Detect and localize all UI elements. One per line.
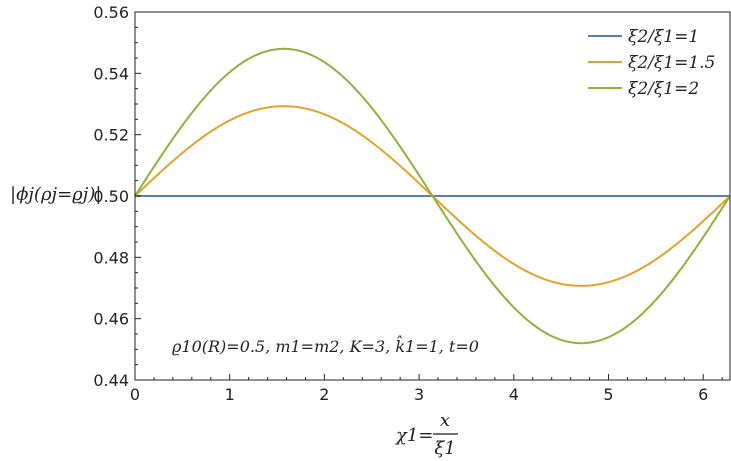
y-tick-label: 0.52 <box>93 126 129 145</box>
y-tick-label: 0.48 <box>93 248 129 267</box>
x-axis-label: χ1= x ξ1 <box>394 410 458 459</box>
x-axis-label-lhs: χ1= <box>394 425 433 446</box>
y-tick-label: 0.44 <box>93 371 129 390</box>
x-axis-label-numerator: x <box>440 410 450 431</box>
x-tick-label: 6 <box>698 385 708 404</box>
y-tick-label: 0.46 <box>93 310 129 329</box>
series-lines <box>134 47 731 345</box>
x-tick-label: 5 <box>603 385 613 404</box>
y-tick-label: 0.50 <box>93 187 129 206</box>
chart-annotation: ϱ10(R)=0.5, m1=m2, K=3, k̂1=1, t=0 <box>172 336 479 356</box>
legend-label-series-3: ξ2/ξ1=2 <box>628 79 699 99</box>
legend-label-series-2: ξ2/ξ1=1.5 <box>628 53 715 73</box>
x-tick-label: 1 <box>225 385 235 404</box>
x-tick-label: 4 <box>509 385 519 404</box>
x-axis: 0 1 2 3 4 5 6 <box>130 374 723 404</box>
legend: ξ2/ξ1=1 ξ2/ξ1=1.5 ξ2/ξ1=2 <box>588 27 715 99</box>
y-tick-label: 0.56 <box>93 3 129 22</box>
x-tick-label: 0 <box>130 385 140 404</box>
y-tick-label: 0.54 <box>93 64 129 83</box>
x-tick-label: 3 <box>414 385 424 404</box>
x-tick-label: 2 <box>319 385 329 404</box>
x-axis-label-denominator: ξ1 <box>434 438 455 459</box>
legend-label-series-1: ξ2/ξ1=1 <box>628 27 699 47</box>
y-axis: 0.44 0.46 0.48 0.50 0.52 0.54 0.56 <box>93 3 141 390</box>
series-line-3 <box>134 47 731 345</box>
y-axis-label: |ϕj(ρj=ϱj)| <box>10 184 101 205</box>
